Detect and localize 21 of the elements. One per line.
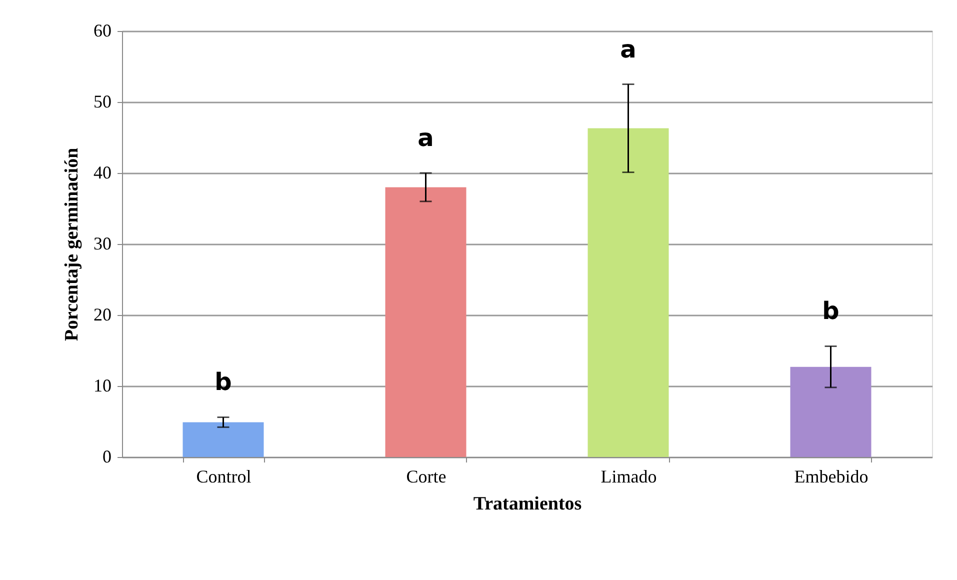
y-tick-label: 10 [94,376,112,396]
y-tick-label: 30 [94,234,112,254]
x-tick-label: Corte [406,466,446,486]
y-tick-label: 0 [102,446,112,466]
bar [385,187,466,457]
y-axis-title: Porcentaje germinación [62,147,82,342]
bar [588,128,669,457]
annotation: b [822,297,840,326]
x-tick-label: Control [196,466,252,486]
annotation: a [620,35,636,64]
x-tick-label: Limado [600,466,657,486]
bar [790,366,872,457]
y-tick-label: 20 [94,304,112,324]
y-tick-label: 40 [94,162,112,182]
x-tick-label: Embebido [794,466,868,486]
y-tick-label: 60 [94,20,112,40]
bar [182,422,264,457]
x-axis-title: Tratamientos [473,494,582,514]
annotation: a [418,124,434,152]
y-tick-label: 50 [94,92,112,112]
annotation: b [214,368,232,396]
